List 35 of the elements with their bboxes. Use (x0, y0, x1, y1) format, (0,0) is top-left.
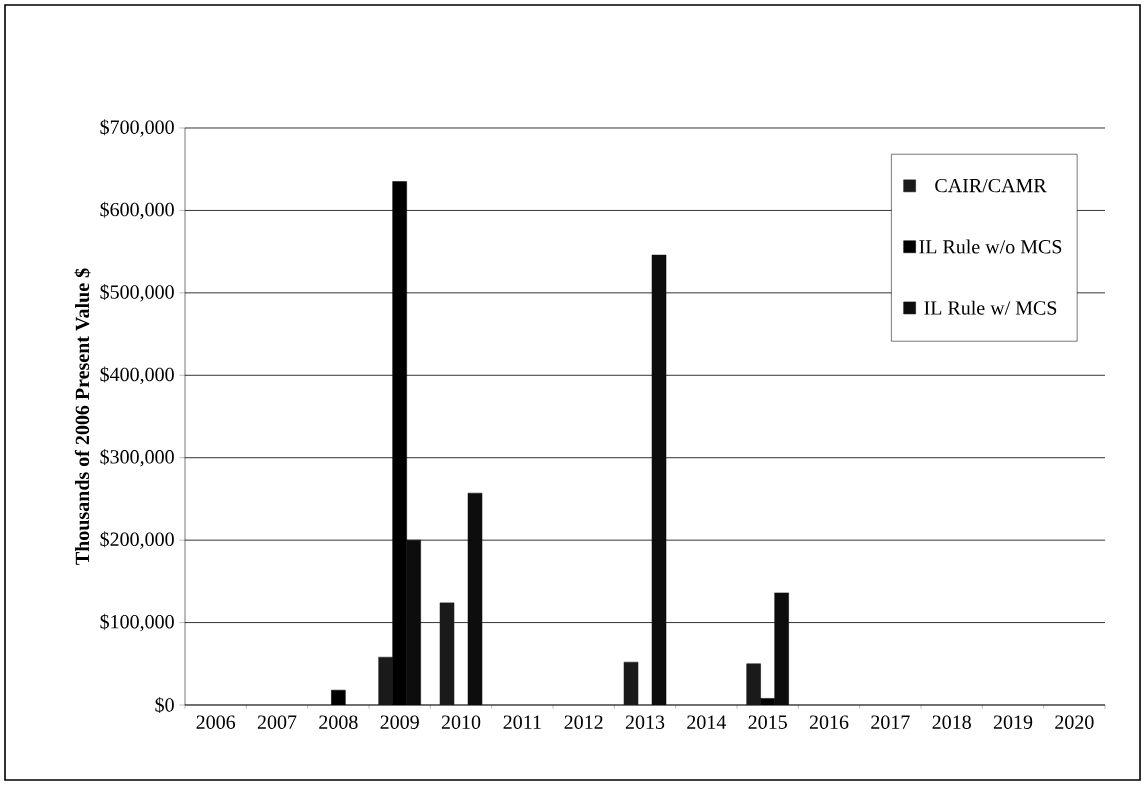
bar (378, 656, 393, 705)
x-tick-label: 2012 (564, 715, 603, 729)
bar (467, 492, 483, 705)
x-tick-label: 2015 (748, 715, 787, 729)
x-tick-label: 2008 (319, 715, 358, 729)
y-tick-label: $0 (155, 697, 174, 714)
x-tick-label: 2020 (1055, 715, 1094, 729)
x-tick-label: 2016 (809, 715, 849, 729)
legend-label: CAIR/CAMR (935, 178, 1047, 193)
y-tick-label: $300,000 (100, 448, 174, 467)
x-tick-label: 2007 (257, 715, 297, 729)
x-tick-label: 2006 (196, 715, 236, 729)
x-tick-label: 2009 (380, 715, 419, 729)
bar (651, 254, 667, 705)
legend-label: IL Rule w/o MCS (919, 239, 1062, 254)
y-tick-label: $600,000 (100, 201, 174, 220)
bar (746, 663, 761, 705)
x-tick-label: 2018 (932, 715, 971, 729)
y-tick-label: $700,000 (100, 119, 174, 137)
x-tick-label: 2017 (871, 715, 910, 729)
x-tick-label: 2014 (687, 715, 727, 729)
bar (623, 661, 639, 705)
x-tick-label: 2011 (503, 715, 541, 729)
x-tick-label: 2019 (993, 715, 1033, 729)
bar (406, 539, 421, 705)
x-tick-label: 2013 (625, 715, 665, 729)
y-tick-label: $400,000 (100, 366, 174, 385)
y-axis-title: Thousands of 2006 Present Value $ (74, 268, 91, 565)
y-tick-label: $100,000 (100, 613, 174, 632)
x-tick-label: 2010 (441, 715, 481, 729)
bar (439, 602, 455, 705)
y-tick-label: $500,000 (100, 284, 174, 302)
legend-label: IL Rule w/ MCS (924, 300, 1057, 315)
y-tick-label: $200,000 (100, 531, 174, 549)
bar (774, 592, 789, 705)
